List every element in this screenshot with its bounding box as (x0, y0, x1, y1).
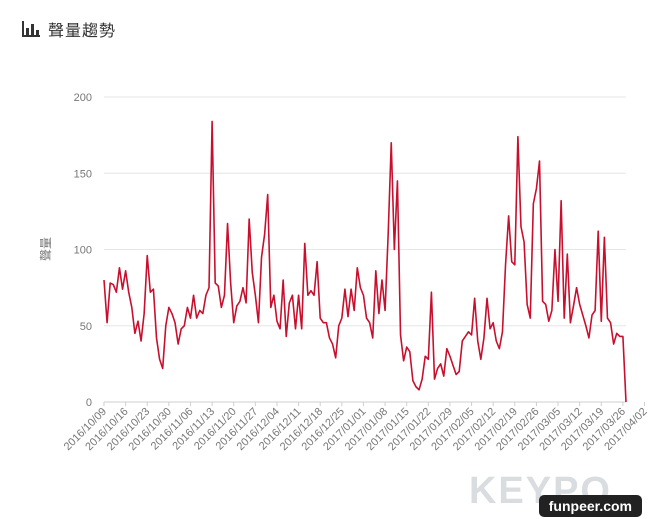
series-group (103, 120, 627, 403)
grid-lines (104, 96, 626, 403)
page-title: 聲量趨勢 (48, 21, 117, 40)
y-tick-label: 100 (74, 245, 92, 257)
y-tick-label: 0 (86, 397, 92, 409)
y-axis-ticks: 0 50 100 150 200 (74, 92, 92, 409)
y-axis-label: 聲量 (38, 237, 53, 261)
y-tick-label: 50 (80, 321, 92, 333)
chart-header: 聲量趨勢 (22, 16, 116, 42)
bar-chart-icon (22, 21, 40, 37)
series-line (103, 120, 627, 403)
x-axis-ticks: 2016/10/092016/10/162016/10/232016/10/30… (62, 402, 650, 453)
y-tick-label: 200 (74, 92, 92, 104)
y-tick-label: 150 (74, 168, 92, 180)
watermark-badge: funpeer.com (538, 495, 642, 517)
